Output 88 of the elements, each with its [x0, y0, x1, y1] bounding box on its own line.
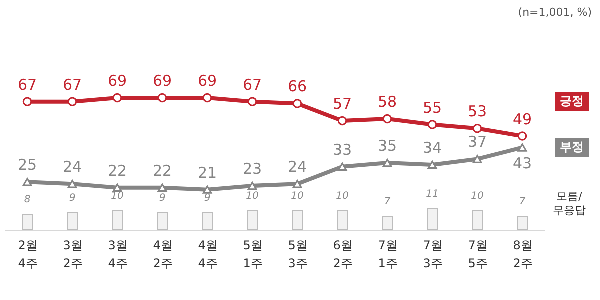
data-label: 22	[108, 162, 128, 180]
data-label: 67	[18, 76, 38, 94]
point	[22, 97, 32, 106]
data-label: 10	[111, 190, 124, 202]
data-label: 69	[108, 72, 128, 90]
bar	[337, 210, 348, 230]
data-label: 67	[62, 76, 82, 94]
point	[292, 99, 302, 108]
data-label: 66	[288, 78, 308, 96]
text: 부정	[555, 138, 589, 157]
point	[518, 144, 528, 152]
data-label: 53	[468, 102, 488, 121]
data-label: 11	[426, 188, 439, 200]
point	[202, 186, 212, 194]
x-tick-label: 3월 4주	[108, 238, 128, 270]
data-label: 25	[18, 156, 38, 174]
data-label: 37	[468, 133, 488, 152]
point	[428, 160, 438, 170]
data-label: 7	[519, 196, 526, 208]
data-label: 33	[332, 140, 352, 159]
data-label: 69	[198, 72, 218, 90]
data-label: 49	[512, 110, 532, 128]
x-tick-label: 7월 1주	[378, 238, 398, 270]
point	[68, 180, 78, 188]
x-tick-label: 7월 3주	[423, 238, 443, 270]
point	[202, 93, 212, 103]
data-label: 7	[384, 196, 392, 208]
point	[382, 114, 392, 124]
data-label: 10	[291, 190, 304, 202]
bar	[202, 212, 213, 230]
data-label: 58	[378, 93, 398, 112]
bar	[247, 210, 258, 230]
point	[112, 93, 122, 103]
data-label: 8	[24, 194, 31, 206]
data-label: 23	[242, 160, 262, 178]
bar	[427, 208, 438, 230]
point	[472, 124, 482, 134]
x-tick-label: 5월 3주	[288, 238, 308, 270]
point	[428, 120, 438, 130]
point	[292, 180, 302, 188]
x-tick-label: 5월 1주	[243, 238, 263, 270]
text: 긍정	[555, 92, 589, 111]
x-tick-label: 4월 4주	[198, 238, 218, 270]
data-label: 22	[152, 162, 172, 180]
data-label: 10	[471, 190, 484, 202]
data-label: 24	[62, 158, 82, 176]
bar	[292, 210, 303, 230]
x-tick-label: 4월 2주	[153, 238, 173, 270]
text: 모름/무응답	[553, 190, 586, 218]
x-tick-label: 2월 4주	[18, 238, 38, 270]
point	[22, 178, 32, 186]
bar	[382, 216, 393, 230]
data-label: 69	[152, 72, 172, 90]
point	[518, 132, 528, 141]
point	[338, 116, 348, 126]
point	[158, 184, 168, 192]
data-label: 34	[422, 138, 442, 157]
data-label: 9	[159, 192, 166, 204]
bar	[112, 210, 123, 230]
data-label: 9	[204, 192, 211, 204]
data-label: 21	[198, 164, 218, 182]
bar	[22, 214, 33, 230]
point	[248, 182, 258, 190]
point	[248, 97, 258, 106]
point	[158, 93, 168, 103]
bar	[517, 216, 528, 230]
data-label: 35	[378, 137, 398, 156]
x-tick-label: 6월 2주	[333, 238, 353, 270]
point	[338, 162, 348, 171]
x-tick-label: 3월 2주	[63, 238, 83, 270]
data-label: 10	[246, 190, 259, 202]
x-tick-label: 8월 2주	[513, 238, 533, 270]
x-tick-label: 7월 5주	[468, 238, 488, 270]
bar	[157, 212, 168, 230]
bar	[472, 210, 483, 230]
point	[382, 158, 392, 168]
data-label: 67	[242, 76, 262, 94]
data-label: 24	[288, 158, 308, 176]
data-label: 9	[69, 192, 76, 204]
text: (n=1,001, %)	[518, 6, 592, 19]
point	[472, 155, 482, 164]
data-label: 57	[332, 94, 352, 113]
point	[68, 97, 78, 106]
data-label: 43	[512, 154, 532, 173]
data-label: 55	[422, 98, 442, 117]
bar	[67, 212, 78, 230]
data-label: 10	[336, 190, 349, 202]
point	[112, 184, 122, 192]
